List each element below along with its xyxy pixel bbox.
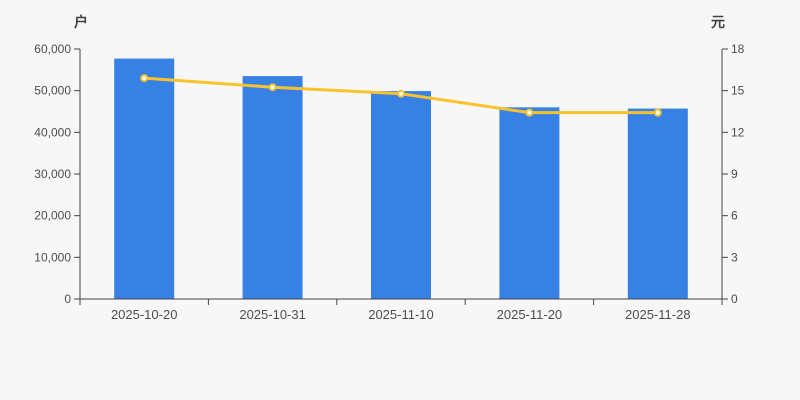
x-category-label: 2025-10-20 xyxy=(111,307,178,322)
bar-2025-10-20 xyxy=(114,58,175,300)
bar-2025-10-31 xyxy=(242,76,303,299)
line-marker-2025-11-20 xyxy=(525,108,534,117)
x-category-label: 2025-11-20 xyxy=(497,307,563,322)
right-tick-label: 0 xyxy=(731,292,738,306)
left-tick-label: 10,000 xyxy=(34,250,71,264)
right-axis-unit-label: 元 xyxy=(711,14,725,30)
line-marker-2025-10-31 xyxy=(268,83,277,92)
right-tick-label: 9 xyxy=(731,167,738,181)
left-tick-label: 50,000 xyxy=(34,84,71,98)
line-marker-2025-11-28 xyxy=(653,108,662,117)
left-tick-label: 20,000 xyxy=(34,209,71,223)
line-marker-2025-10-20 xyxy=(140,74,149,83)
left-axis-unit-label: 户 xyxy=(74,14,88,30)
bar-2025-11-10 xyxy=(371,91,431,299)
x-category-label: 2025-10-31 xyxy=(239,307,306,322)
x-category-label: 2025-11-10 xyxy=(368,307,434,322)
x-category-label: 2025-11-28 xyxy=(625,307,691,322)
left-tick-label: 40,000 xyxy=(34,125,71,139)
bar-2025-11-28 xyxy=(627,108,688,299)
left-tick-label: 0 xyxy=(64,292,71,306)
right-tick-label: 12 xyxy=(731,125,745,139)
bar-2025-11-20 xyxy=(499,107,560,299)
right-tick-label: 3 xyxy=(731,250,738,264)
right-tick-label: 18 xyxy=(731,42,745,56)
line-marker-2025-11-10 xyxy=(397,89,405,98)
left-tick-label: 60,000 xyxy=(34,42,71,56)
right-tick-label: 6 xyxy=(731,209,738,223)
right-tick-label: 15 xyxy=(731,84,745,98)
left-tick-label: 30,000 xyxy=(34,167,71,181)
